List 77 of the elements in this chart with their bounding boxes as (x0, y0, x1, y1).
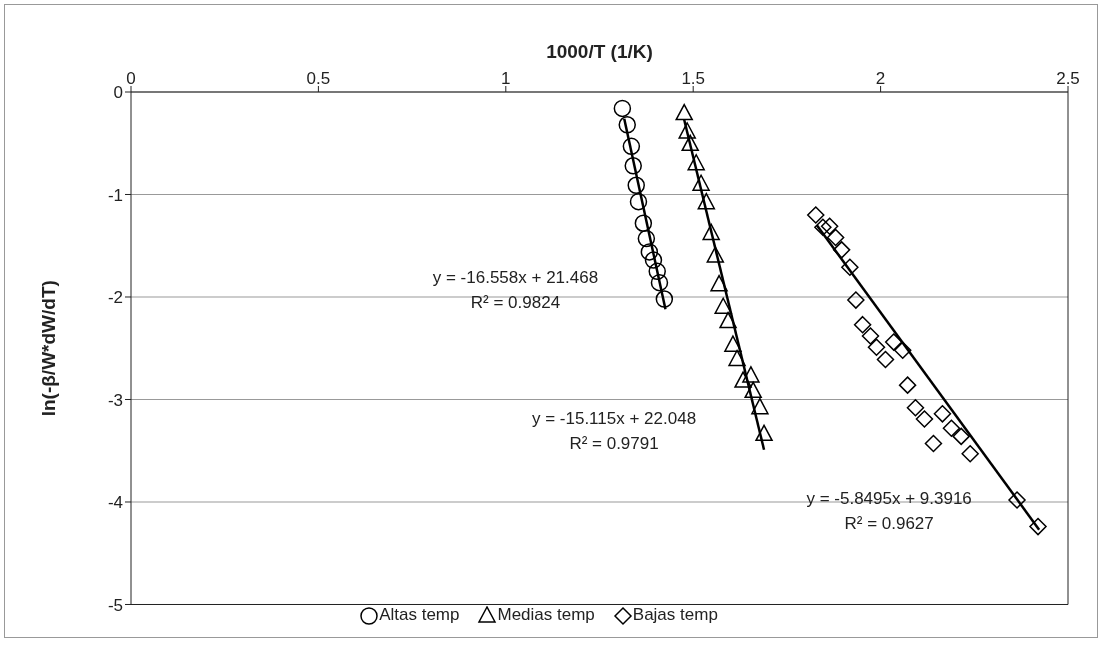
point (742, 366, 760, 383)
point (702, 223, 720, 241)
point (1008, 491, 1026, 509)
y-tick-label: 0 (113, 83, 123, 103)
point (744, 381, 762, 399)
point (893, 341, 912, 360)
point (924, 434, 943, 453)
annotation: y = -5.8495x + 9.3916 (806, 488, 972, 508)
point (853, 315, 872, 334)
point (624, 157, 642, 175)
point (697, 192, 716, 210)
point (719, 311, 737, 329)
x-tick-label: 1.5 (681, 69, 706, 88)
point (876, 350, 895, 369)
annotation: y = -15.115x + 22.048 (531, 408, 697, 428)
point (933, 405, 952, 423)
y-tick-label: -3 (107, 390, 123, 410)
x-tick-label: 0.5 (306, 69, 331, 88)
point (706, 246, 725, 263)
point (627, 176, 645, 195)
legend-label: Bajas temp (631, 605, 718, 626)
y-tick-label: -4 (107, 493, 123, 513)
point (1029, 517, 1047, 536)
annotation: R² = 0.9791 (569, 433, 659, 453)
point (847, 291, 865, 309)
point (961, 445, 979, 463)
x-tick-label: 2 (875, 69, 886, 88)
point (640, 243, 659, 261)
point (898, 376, 917, 394)
annotation: R² = 0.9627 (844, 513, 934, 533)
point (814, 218, 832, 237)
x-tick-label: 2.5 (1056, 69, 1080, 88)
x-axis-title: 1000/T (1/K) (546, 41, 653, 63)
y-tick-label: -1 (107, 185, 123, 205)
point (678, 122, 696, 139)
point (884, 333, 903, 351)
point (952, 427, 970, 446)
x-tick-label: 0 (126, 69, 136, 88)
point (751, 397, 769, 415)
point (648, 262, 666, 281)
point (675, 103, 693, 121)
point (841, 258, 859, 277)
point (906, 398, 925, 417)
point (942, 419, 961, 437)
point (681, 134, 699, 152)
point (655, 290, 674, 308)
point (728, 349, 746, 367)
annotation: R² = 0.9824 (470, 293, 561, 313)
point (734, 371, 752, 388)
point (687, 154, 705, 171)
y-tick-label: -5 (107, 595, 123, 615)
point (650, 273, 669, 292)
annotation: y = -16.558x + 21.468 (432, 268, 599, 288)
point (637, 229, 656, 248)
point (629, 192, 648, 211)
point (755, 424, 773, 442)
point (807, 206, 825, 224)
point (820, 217, 839, 236)
x-tick-label: 1 (501, 69, 511, 88)
point (618, 116, 636, 134)
y-tick-label: -2 (107, 288, 123, 308)
point (832, 241, 851, 259)
point (724, 335, 742, 352)
point (915, 410, 934, 428)
point (714, 297, 732, 314)
legend-label: Altas temp (378, 605, 460, 626)
point (692, 174, 710, 191)
point (867, 338, 886, 356)
point (861, 327, 880, 345)
point (710, 274, 728, 292)
y-axis-title: ln(-β/W*dW/dT) (37, 280, 59, 417)
point (613, 99, 632, 118)
point (622, 137, 641, 156)
point (826, 228, 845, 247)
point (634, 214, 653, 232)
legend-label: Medias temp (496, 605, 595, 626)
point (644, 251, 663, 269)
